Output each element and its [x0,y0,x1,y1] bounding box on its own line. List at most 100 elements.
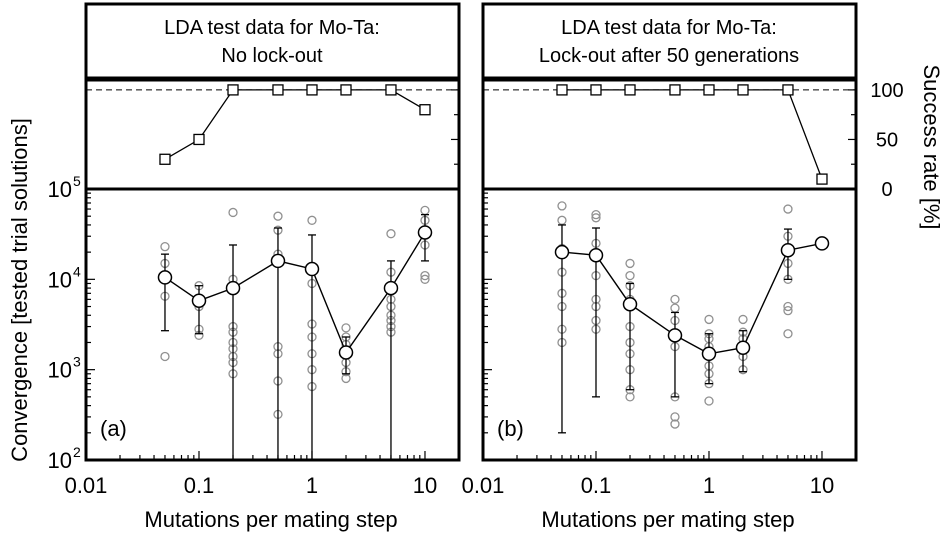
success-rate-point [159,153,171,165]
convergence-frame [481,187,858,462]
run-point [591,210,601,220]
panel-b-subtitle: Lock-out after 50 generations [539,45,799,67]
panel-b-label: (b) [497,416,524,441]
mean-point [270,253,286,269]
run-point [738,314,748,325]
panel-b-title-box [481,2,858,80]
panel-b-success-plot: 0 50 100 [481,78,904,201]
run-point [228,207,238,218]
success-rate-point [669,84,681,96]
x-tick-label: 0.1 [184,473,215,498]
run-point [704,314,714,325]
run-point [625,270,635,281]
run-point [160,242,170,252]
success-rate-point [556,84,568,96]
run-point [420,274,430,284]
success-rate-point [419,104,431,116]
mean-point [157,270,173,285]
success-rate-point [624,84,636,96]
success-rate-point [193,133,205,146]
run-point [420,270,430,281]
success-rate-line [164,89,426,160]
success-rate-line [562,89,823,180]
success-rate-point [737,84,749,96]
run-point [341,323,351,333]
mean-point [814,236,830,251]
mean-point [622,296,638,312]
run-point [591,213,601,223]
x-tick-label: 10 [413,473,437,498]
x-tick-label: 0.01 [462,473,505,498]
x-tick-label: 10 [810,473,834,498]
success-rate-axis-title: Success rate [%] [919,64,941,229]
run-point [670,412,680,422]
x-tick-label: 0.01 [65,473,108,498]
y-tick-exponent: 3 [73,354,81,370]
run-point [625,392,635,402]
panel-a-title-box [84,2,461,80]
mean-point [225,280,241,296]
run-point [670,419,680,429]
y-tick-exponent: 5 [73,173,81,189]
y-tick-label: 10 [48,267,72,292]
success-rate-point [272,84,284,96]
x-tick-label: 1 [703,473,715,498]
run-point [783,306,793,316]
y-tick-label: 10 [48,358,72,383]
mean-point [701,346,717,362]
run-point [704,396,714,406]
success-rate-point [340,84,352,96]
run-point [783,204,793,214]
success-rate-point [227,84,239,96]
y-tick-label: 10 [48,448,72,473]
success-tick-label: 50 [876,129,898,151]
mean-point [304,261,320,277]
success-tick-label: 0 [881,179,892,201]
y-tick-label: 10 [48,177,72,202]
mean-point [383,280,399,296]
mean-point [338,345,354,360]
mean-point [417,225,433,240]
run-point [670,303,680,313]
run-point [625,258,635,269]
mean-point [588,247,604,263]
run-point [557,215,567,225]
panel-a-title: LDA test data for Mo-Ta: [164,17,380,39]
y-tick-exponent: 2 [73,444,81,460]
run-point [160,351,170,362]
panel-a-subtitle: No lock-out [221,45,323,67]
mean-line [561,242,823,355]
x-tick-label: 0.1 [581,473,612,498]
mean-point [554,244,570,260]
panel-a-success-plot [84,78,461,191]
run-point [273,211,283,221]
run-point [386,229,396,239]
success-rate-point [703,84,715,96]
run-point [420,205,430,216]
panel-a: LDA test data for Mo-Ta: No lock-out 0.0… [48,2,461,532]
panel-b-convergence-plot: 0.01 0.1 1 10 [462,187,858,498]
run-point [307,215,317,225]
panel-a-label: (a) [100,416,127,441]
mean-point [191,293,207,308]
panel-b-title: LDA test data for Mo-Ta: [561,17,777,39]
panel-b-xlabel: Mutations per mating step [541,507,794,532]
run-point [783,329,793,339]
success-rate-point [590,84,602,96]
x-tick-label: 1 [306,473,318,498]
mean-point [735,340,751,355]
panel-a-xlabel: Mutations per mating step [144,507,397,532]
mean-point [780,242,796,258]
run-point [557,201,567,211]
success-rate-point [385,84,397,96]
success-rate-point [306,84,318,96]
convergence-axis-title: Convergence [tested trial solutions] [7,118,32,462]
convergence-frame [84,187,461,462]
y-tick-exponent: 4 [73,263,81,279]
run-point [783,301,793,312]
panel-b: LDA test data for Mo-Ta: Lock-out after … [462,2,904,532]
run-point [670,294,680,305]
mean-point [667,328,683,343]
